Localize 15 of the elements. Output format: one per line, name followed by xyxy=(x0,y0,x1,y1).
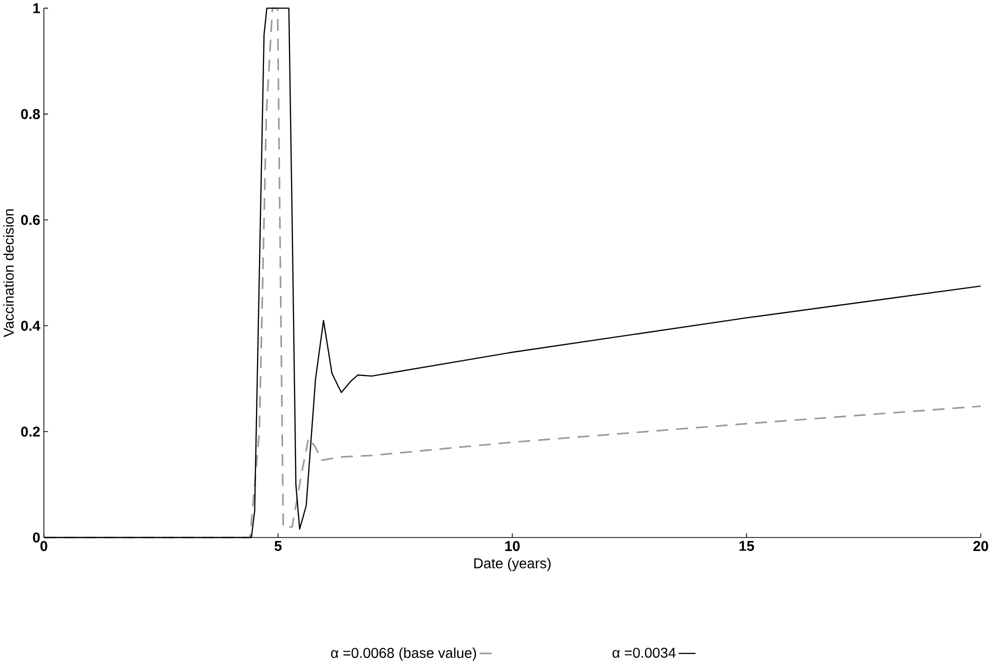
x-axis-title: Date (years) xyxy=(474,558,551,572)
x-tick-label: 5 xyxy=(274,540,282,551)
y-tick-label: 0.6 xyxy=(21,214,40,225)
y-tick-label: 1 xyxy=(33,3,40,13)
y-tick-label: 0.8 xyxy=(21,108,40,119)
y-tick-label: 0.2 xyxy=(21,426,40,437)
legend-label: α =0.0068 (base value) xyxy=(331,647,476,661)
x-tick-label: 15 xyxy=(740,540,754,551)
y-axis-title: Vaccination decision xyxy=(3,209,14,338)
y-tick-label: 0 xyxy=(32,532,40,542)
x-tick-label: 10 xyxy=(505,540,520,551)
x-tick-label: 0 xyxy=(40,540,48,551)
y-tick-label: 0.4 xyxy=(21,320,40,331)
x-tick-label: 20 xyxy=(973,540,988,551)
legend-label: α =0.0034 xyxy=(612,648,676,658)
